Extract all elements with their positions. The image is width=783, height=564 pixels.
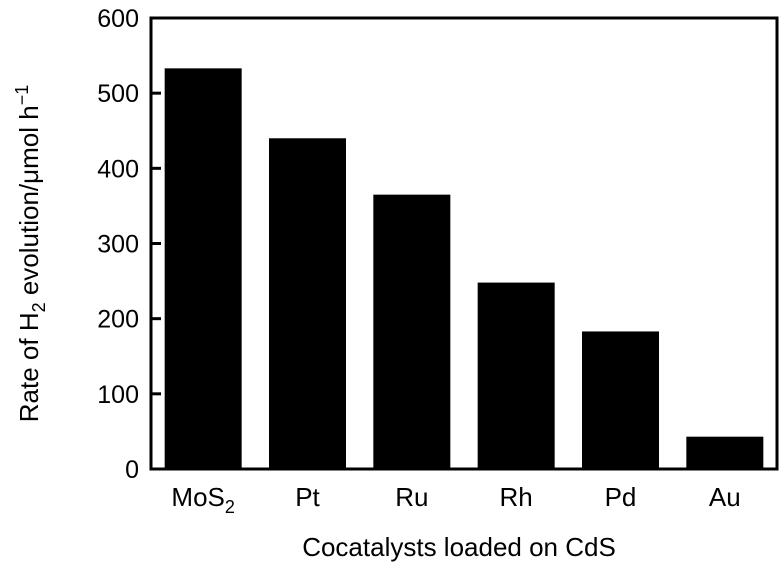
y-axis-title-subscript: 2 [29,302,49,312]
y-tick-label: 500 [97,80,139,108]
y-tick-label: 0 [125,456,139,484]
y-tick-label: 100 [97,381,139,409]
bar-ru [373,194,451,469]
bar-mos2 [164,68,242,469]
x-tick-label: Au [709,482,741,512]
y-tick-label: 600 [97,5,139,33]
y-tick-label: 300 [97,231,139,259]
y-axis-title: Rate of H2 evolution/μmol h−1 [12,85,49,422]
y-axis: 0 100 200 300 400 500 600 [97,5,161,484]
y-axis-title-prefix: Rate of H [14,312,44,422]
bar-pt [269,138,346,469]
x-tick-label: MoS2 [171,482,234,517]
y-tick-label: 400 [97,155,139,183]
x-axis: MoS2 Pt Ru Rh Pd Au [171,482,740,517]
x-tick-label: Pt [295,482,320,512]
y-tick-label: 200 [97,306,139,334]
x-axis-title: Cocatalysts loaded on CdS [302,532,616,562]
y-axis-title-middle: evolution/μmol h [14,105,44,302]
plot-frame [149,16,779,471]
y-axis-title-superscript: −1 [12,85,32,106]
x-tick-label: Rh [500,482,533,512]
bar-pd [582,331,659,469]
bar-au [686,436,764,469]
x-tick-label: Ru [395,482,428,512]
bar-rh [477,282,555,469]
bars-group [164,68,764,469]
x-tick-label: Pd [605,482,637,512]
